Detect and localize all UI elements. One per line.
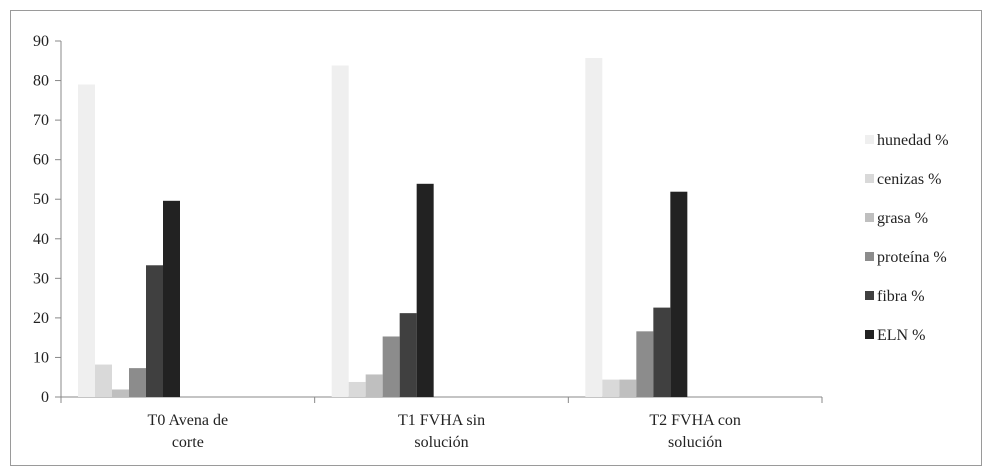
x-tick-label: solución xyxy=(668,434,722,451)
legend-label: cenizas % xyxy=(877,171,941,188)
bar xyxy=(636,331,654,397)
legend-label: grasa % xyxy=(877,210,928,227)
y-tick-label: 50 xyxy=(33,191,49,208)
bar xyxy=(399,313,417,397)
bar xyxy=(348,381,366,397)
legend-swatch xyxy=(865,252,874,261)
bar xyxy=(112,389,129,397)
y-tick-label: 40 xyxy=(33,231,49,248)
bar xyxy=(382,336,400,397)
x-tick-label: T2 FVHA con xyxy=(649,412,741,429)
bar xyxy=(365,374,383,397)
legend-swatch xyxy=(865,291,874,300)
bar xyxy=(670,191,688,397)
legend-swatch xyxy=(865,330,874,339)
x-axis: T0 Avena de corte T1 FVHA sin solución T2 FV… xyxy=(60,396,823,451)
y-tick-label: 70 xyxy=(33,112,49,129)
bar xyxy=(78,84,95,397)
bar xyxy=(331,65,349,397)
legend-label: hunedad % xyxy=(877,132,949,149)
y-tick-label: 60 xyxy=(33,152,49,169)
x-tick-label: T0 Avena de xyxy=(148,412,229,429)
legend-swatch xyxy=(865,213,874,222)
bar xyxy=(416,183,434,397)
legend-label: proteína % xyxy=(877,249,947,266)
legend: hunedad % cenizas % grasa % proteína % fibra… xyxy=(865,132,949,344)
y-tick-label: 0 xyxy=(41,389,49,406)
y-axis: 0 10 20 30 40 50 60 70 80 90 xyxy=(33,33,62,406)
x-tick-label: T1 FVHA sin xyxy=(398,412,485,429)
legend-swatch xyxy=(865,135,874,144)
bar xyxy=(619,379,637,397)
y-tick-label: 30 xyxy=(33,270,49,287)
bars xyxy=(78,58,688,398)
x-tick-label: corte xyxy=(172,434,204,451)
bar xyxy=(146,265,163,397)
y-tick-label: 90 xyxy=(33,33,49,50)
bar xyxy=(602,379,620,397)
x-tick-label: solución xyxy=(414,434,468,451)
y-tick-label: 20 xyxy=(33,310,49,327)
bar xyxy=(95,364,112,397)
bar xyxy=(163,200,180,397)
bar xyxy=(129,368,146,397)
y-tick-label: 80 xyxy=(33,73,49,90)
legend-swatch xyxy=(865,174,874,183)
legend-label: fibra % xyxy=(877,288,925,305)
y-tick-label: 10 xyxy=(33,349,49,366)
bar xyxy=(653,307,671,397)
bar xyxy=(585,58,603,398)
legend-label: ELN % xyxy=(877,327,925,344)
